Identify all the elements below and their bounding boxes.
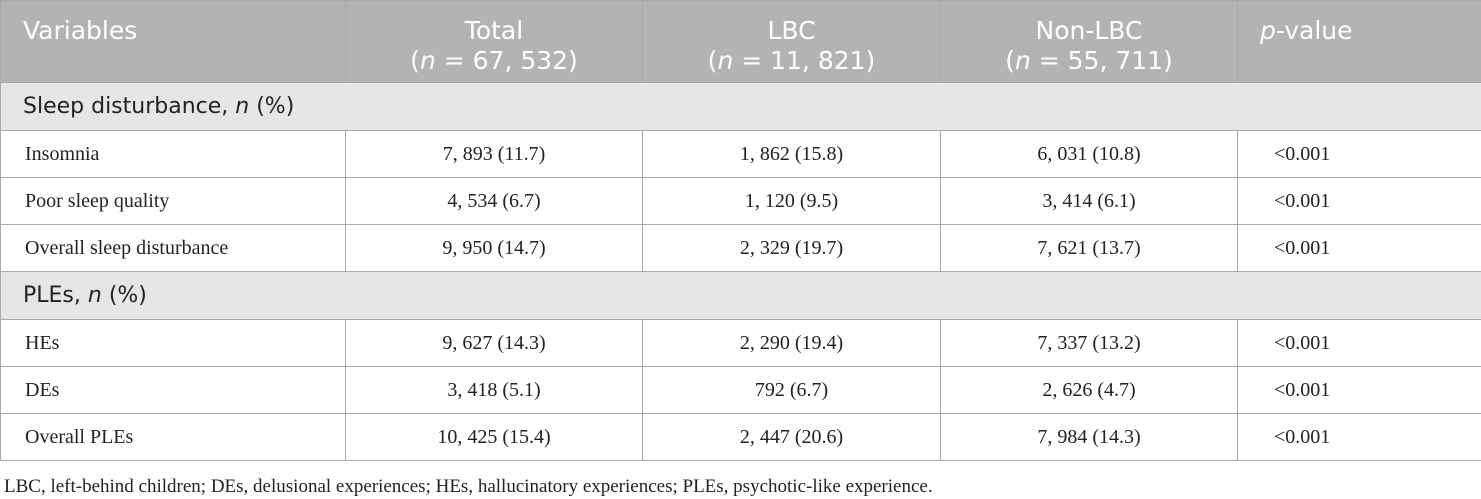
section-title-sleep: Sleep disturbance, n (%): [0, 82, 1481, 131]
cell-lbc: 2, 329 (19.7): [642, 224, 941, 272]
section-row-ples: PLEs, n (%): [0, 271, 1481, 320]
header-p-value: p-value: [1237, 0, 1481, 83]
cell-total: 3, 418 (5.1): [345, 366, 643, 414]
results-table: Variables Total (n = 67, 532) LBC (n = 1…: [0, 0, 1481, 461]
cell-total: 7, 893 (11.7): [345, 130, 643, 178]
table-row: Insomnia 7, 893 (11.7) 1, 862 (15.8) 6, …: [0, 130, 1481, 178]
table-row: Overall sleep disturbance 9, 950 (14.7) …: [0, 224, 1481, 272]
header-variables: Variables: [0, 0, 346, 83]
cell-non-lbc: 3, 414 (6.1): [940, 177, 1238, 225]
cell-total: 10, 425 (15.4): [345, 413, 643, 461]
cell-p-value: <0.001: [1237, 130, 1481, 178]
section-row-sleep: Sleep disturbance, n (%): [0, 82, 1481, 131]
table-row: HEs 9, 627 (14.3) 2, 290 (19.4) 7, 337 (…: [0, 319, 1481, 367]
header-lbc: LBC (n = 11, 821): [642, 0, 941, 83]
header-total: Total (n = 67, 532): [345, 0, 643, 83]
header-non-lbc: Non-LBC (n = 55, 711): [940, 0, 1238, 83]
table-footnote: LBC, left-behind children; DEs, delusion…: [4, 476, 933, 497]
header-non-lbc-label: Non-LBC: [1035, 16, 1143, 45]
cell-total: 9, 950 (14.7): [345, 224, 643, 272]
row-label: Poor sleep quality: [0, 177, 346, 225]
table-row: Overall PLEs 10, 425 (15.4) 2, 447 (20.6…: [0, 413, 1481, 461]
cell-p-value: <0.001: [1237, 177, 1481, 225]
cell-lbc: 2, 290 (19.4): [642, 319, 941, 367]
row-label: Insomnia: [0, 130, 346, 178]
cell-p-value: <0.001: [1237, 413, 1481, 461]
cell-lbc: 792 (6.7): [642, 366, 941, 414]
row-label: Overall PLEs: [0, 413, 346, 461]
header-total-n: (n = 67, 532): [410, 46, 578, 75]
cell-non-lbc: 2, 626 (4.7): [940, 366, 1238, 414]
cell-total: 4, 534 (6.7): [345, 177, 643, 225]
header-lbc-label: LBC: [767, 16, 816, 45]
cell-lbc: 1, 862 (15.8): [642, 130, 941, 178]
cell-p-value: <0.001: [1237, 319, 1481, 367]
table-row: DEs 3, 418 (5.1) 792 (6.7) 2, 626 (4.7) …: [0, 366, 1481, 414]
cell-lbc: 2, 447 (20.6): [642, 413, 941, 461]
cell-lbc: 1, 120 (9.5): [642, 177, 941, 225]
header-row: Variables Total (n = 67, 532) LBC (n = 1…: [0, 0, 1481, 83]
cell-non-lbc: 7, 621 (13.7): [940, 224, 1238, 272]
row-label: HEs: [0, 319, 346, 367]
cell-non-lbc: 6, 031 (10.8): [940, 130, 1238, 178]
header-total-label: Total: [464, 16, 524, 45]
cell-non-lbc: 7, 984 (14.3): [940, 413, 1238, 461]
table-row: Poor sleep quality 4, 534 (6.7) 1, 120 (…: [0, 177, 1481, 225]
cell-total: 9, 627 (14.3): [345, 319, 643, 367]
row-label: Overall sleep disturbance: [0, 224, 346, 272]
cell-p-value: <0.001: [1237, 366, 1481, 414]
cell-non-lbc: 7, 337 (13.2): [940, 319, 1238, 367]
header-non-lbc-n: (n = 55, 711): [1005, 46, 1173, 75]
header-lbc-n: (n = 11, 821): [707, 46, 876, 75]
section-title-ples: PLEs, n (%): [0, 271, 1481, 320]
cell-p-value: <0.001: [1237, 224, 1481, 272]
row-label: DEs: [0, 366, 346, 414]
